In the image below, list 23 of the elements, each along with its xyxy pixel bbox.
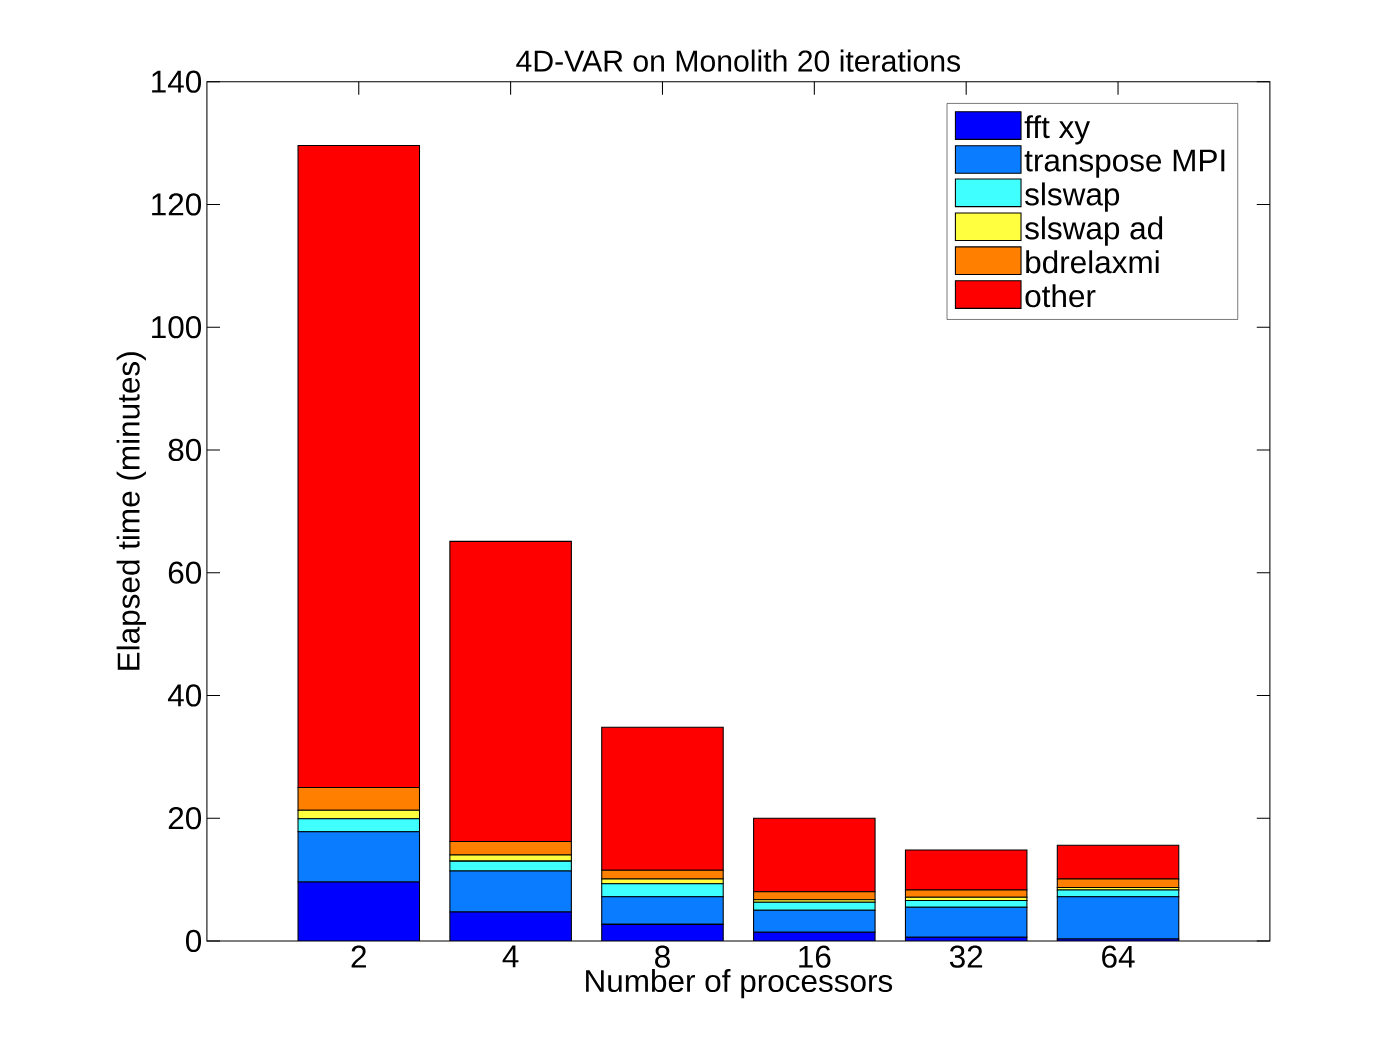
- legend-label: slswap ad: [1025, 216, 1163, 246]
- x-tick-label: 64: [1102, 945, 1135, 968]
- y-tick-label: 120: [152, 193, 202, 216]
- legend-label: fft xy: [1024, 115, 1091, 145]
- y-tick-label: 100: [152, 315, 202, 339]
- legend-label: other: [1025, 284, 1096, 308]
- y-tick-label: 140: [152, 70, 202, 93]
- x-tick-label: 8: [655, 945, 670, 968]
- legend-label: transpose MPI: [1024, 149, 1225, 178]
- y-tick-label: 20: [168, 806, 202, 830]
- y-axis-title: Elapsed time (minutes): [116, 352, 146, 670]
- y-tick-label: 60: [168, 561, 202, 584]
- x-tick-label: 4: [502, 945, 519, 968]
- y-tick-label: 0: [185, 929, 202, 952]
- x-tick-label: 16: [799, 945, 831, 968]
- legend-label: slswap: [1025, 182, 1120, 212]
- chart-title: 4D-VAR on Monolith 20 iterations: [516, 49, 961, 72]
- y-tick-label: 40: [167, 684, 202, 707]
- legend-label: bdrelaxmi: [1026, 250, 1159, 274]
- y-tick-label: 80: [168, 438, 202, 461]
- x-tick-label: 2: [351, 945, 366, 968]
- x-tick-label: 32: [949, 945, 983, 968]
- x-axis-title: Number of processors: [586, 968, 893, 999]
